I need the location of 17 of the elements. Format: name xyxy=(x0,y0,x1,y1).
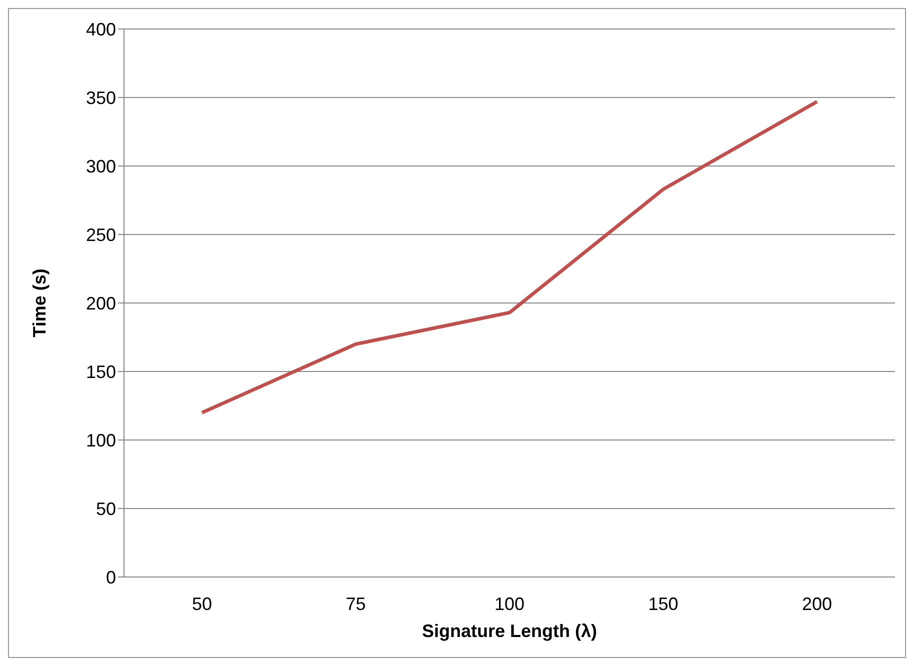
y-tick-label: 350 xyxy=(86,88,116,108)
y-tick-label: 0 xyxy=(106,567,116,588)
y-axis-title: Time (s) xyxy=(29,268,50,338)
y-tick-label: 200 xyxy=(86,293,116,314)
y-tick-label: 250 xyxy=(86,224,116,245)
x-tick-label: 150 xyxy=(648,594,678,614)
y-tick-label: 150 xyxy=(86,362,116,382)
y-tick-label: 400 xyxy=(86,19,116,40)
x-tick-label: 50 xyxy=(192,594,212,614)
line-series xyxy=(200,100,819,414)
y-tick-label: 50 xyxy=(96,498,116,519)
x-tick-label: 100 xyxy=(494,594,525,614)
x-tick-label: 200 xyxy=(802,594,832,614)
y-tick-label: 300 xyxy=(86,156,116,176)
x-axis-title: Signature Length (λ) xyxy=(422,621,598,641)
y-tick-label: 100 xyxy=(86,430,116,450)
x-tick-label: 75 xyxy=(346,594,366,614)
